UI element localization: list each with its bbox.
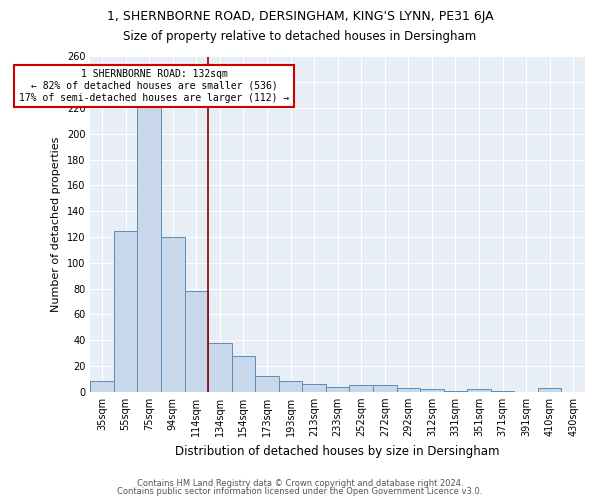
Bar [302,384,326,392]
Bar [397,388,420,392]
Bar [232,356,255,392]
Bar [538,388,562,392]
Y-axis label: Number of detached properties: Number of detached properties [51,136,61,312]
Bar [349,386,373,392]
Bar [443,390,467,392]
Text: Size of property relative to detached houses in Dersingham: Size of property relative to detached ho… [124,30,476,43]
Bar [467,389,491,392]
Bar [161,237,185,392]
Bar [114,230,137,392]
Bar [373,386,397,392]
Text: Contains public sector information licensed under the Open Government Licence v3: Contains public sector information licen… [118,487,482,496]
Text: 1 SHERNBORNE ROAD: 132sqm
← 82% of detached houses are smaller (536)
17% of semi: 1 SHERNBORNE ROAD: 132sqm ← 82% of detac… [19,70,289,102]
Bar [137,98,161,392]
Bar [185,291,208,392]
Bar [208,343,232,392]
Bar [255,376,279,392]
Bar [91,382,114,392]
Text: 1, SHERNBORNE ROAD, DERSINGHAM, KING'S LYNN, PE31 6JA: 1, SHERNBORNE ROAD, DERSINGHAM, KING'S L… [107,10,493,23]
X-axis label: Distribution of detached houses by size in Dersingham: Distribution of detached houses by size … [175,444,500,458]
Bar [420,389,443,392]
Text: Contains HM Land Registry data © Crown copyright and database right 2024.: Contains HM Land Registry data © Crown c… [137,478,463,488]
Bar [279,382,302,392]
Bar [326,386,349,392]
Bar [491,390,514,392]
